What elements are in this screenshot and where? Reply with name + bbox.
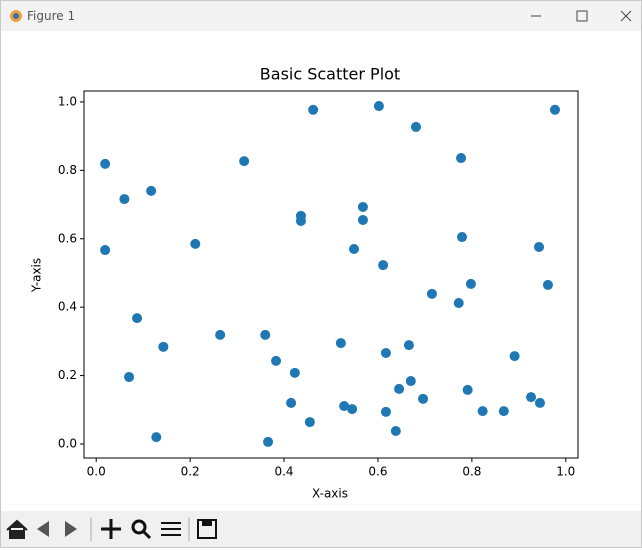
x-tick-label: 0.4	[274, 465, 293, 479]
point	[426, 288, 437, 299]
point	[380, 347, 391, 358]
title-bar: Figure 1	[1, 1, 641, 31]
toolbar-icons[interactable]	[1, 511, 241, 547]
point	[260, 329, 271, 340]
point	[215, 329, 226, 340]
point	[304, 417, 315, 428]
point	[453, 298, 464, 309]
point	[100, 158, 111, 169]
point	[462, 384, 473, 395]
point	[403, 340, 414, 351]
point	[534, 241, 545, 252]
point	[457, 232, 468, 243]
point	[542, 279, 553, 290]
point	[465, 278, 476, 289]
window-controls[interactable]	[511, 1, 641, 31]
y-tick-label: 0.6	[58, 231, 77, 245]
point	[286, 397, 297, 408]
point	[124, 371, 135, 382]
point	[357, 201, 368, 212]
y-tick-label: 0.0	[58, 436, 77, 450]
x-tick-label: 0.2	[181, 465, 200, 479]
toolbar	[1, 511, 641, 547]
point	[335, 338, 346, 349]
point	[405, 376, 416, 387]
y-axis-label: Y-axis	[30, 258, 44, 293]
plot-area	[83, 90, 579, 459]
x-tick-label: 0.6	[368, 465, 387, 479]
point	[295, 215, 306, 226]
app-icon	[10, 10, 22, 22]
point	[357, 214, 368, 225]
point	[378, 260, 389, 271]
point	[347, 404, 358, 415]
y-tick-label: 0.8	[58, 163, 77, 177]
point	[549, 104, 560, 115]
point	[526, 392, 537, 403]
point	[239, 156, 250, 167]
point	[410, 121, 421, 132]
y-tick-label: 0.4	[58, 300, 77, 314]
x-tick-label: 0.0	[87, 465, 106, 479]
point	[390, 425, 401, 436]
chart-title: Basic Scatter Plot	[260, 65, 400, 84]
point	[380, 406, 391, 417]
point	[100, 245, 111, 256]
point	[158, 341, 169, 352]
point	[349, 244, 360, 255]
point	[456, 153, 467, 164]
y-tick-label: 0.2	[58, 368, 77, 382]
point	[477, 406, 488, 417]
x-axis-label: X-axis	[312, 487, 348, 501]
window-title: Figure 1	[27, 9, 76, 23]
point	[132, 313, 143, 324]
point	[373, 101, 384, 112]
point	[146, 185, 157, 196]
point	[339, 401, 350, 412]
point	[509, 351, 520, 362]
point	[498, 406, 509, 417]
point	[271, 355, 282, 366]
point	[308, 104, 319, 115]
point	[119, 194, 130, 205]
chart: Basic Scatter Plot X-axis Y-axis 0.0 0.2 0…	[30, 65, 579, 501]
point	[151, 432, 162, 443]
x-tick-label: 1.0	[556, 465, 575, 479]
point	[394, 383, 405, 394]
x-tick-label: 0.8	[462, 465, 481, 479]
point	[190, 238, 201, 249]
point	[418, 393, 429, 404]
point	[263, 436, 274, 447]
point	[534, 397, 545, 408]
y-tick-label: 1.0	[58, 94, 77, 108]
point	[289, 367, 300, 378]
